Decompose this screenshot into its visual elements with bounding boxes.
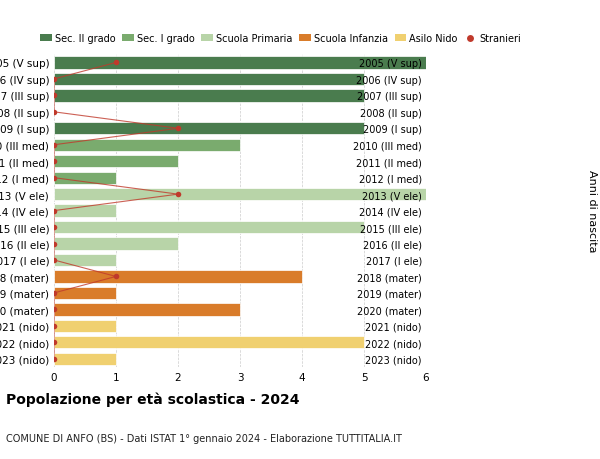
Bar: [54, 303, 240, 316]
Bar: [54, 57, 426, 69]
Bar: [54, 221, 364, 234]
Bar: [54, 90, 364, 102]
Text: Anni di nascita: Anni di nascita: [587, 170, 597, 252]
Legend: Sec. II grado, Sec. I grado, Scuola Primaria, Scuola Infanzia, Asilo Nido, Stran: Sec. II grado, Sec. I grado, Scuola Prim…: [40, 34, 521, 44]
Bar: [54, 73, 364, 86]
Bar: [54, 353, 116, 365]
Text: Popolazione per età scolastica - 2024: Popolazione per età scolastica - 2024: [6, 392, 299, 406]
Bar: [54, 172, 116, 185]
Bar: [54, 123, 364, 135]
Bar: [54, 254, 116, 267]
Bar: [54, 189, 426, 201]
Bar: [54, 320, 116, 332]
Bar: [54, 271, 302, 283]
Bar: [54, 139, 240, 151]
Text: COMUNE DI ANFO (BS) - Dati ISTAT 1° gennaio 2024 - Elaborazione TUTTITALIA.IT: COMUNE DI ANFO (BS) - Dati ISTAT 1° genn…: [6, 433, 402, 443]
Bar: [54, 287, 116, 299]
Bar: [54, 205, 116, 217]
Bar: [54, 156, 178, 168]
Bar: [54, 238, 178, 250]
Bar: [54, 336, 364, 349]
